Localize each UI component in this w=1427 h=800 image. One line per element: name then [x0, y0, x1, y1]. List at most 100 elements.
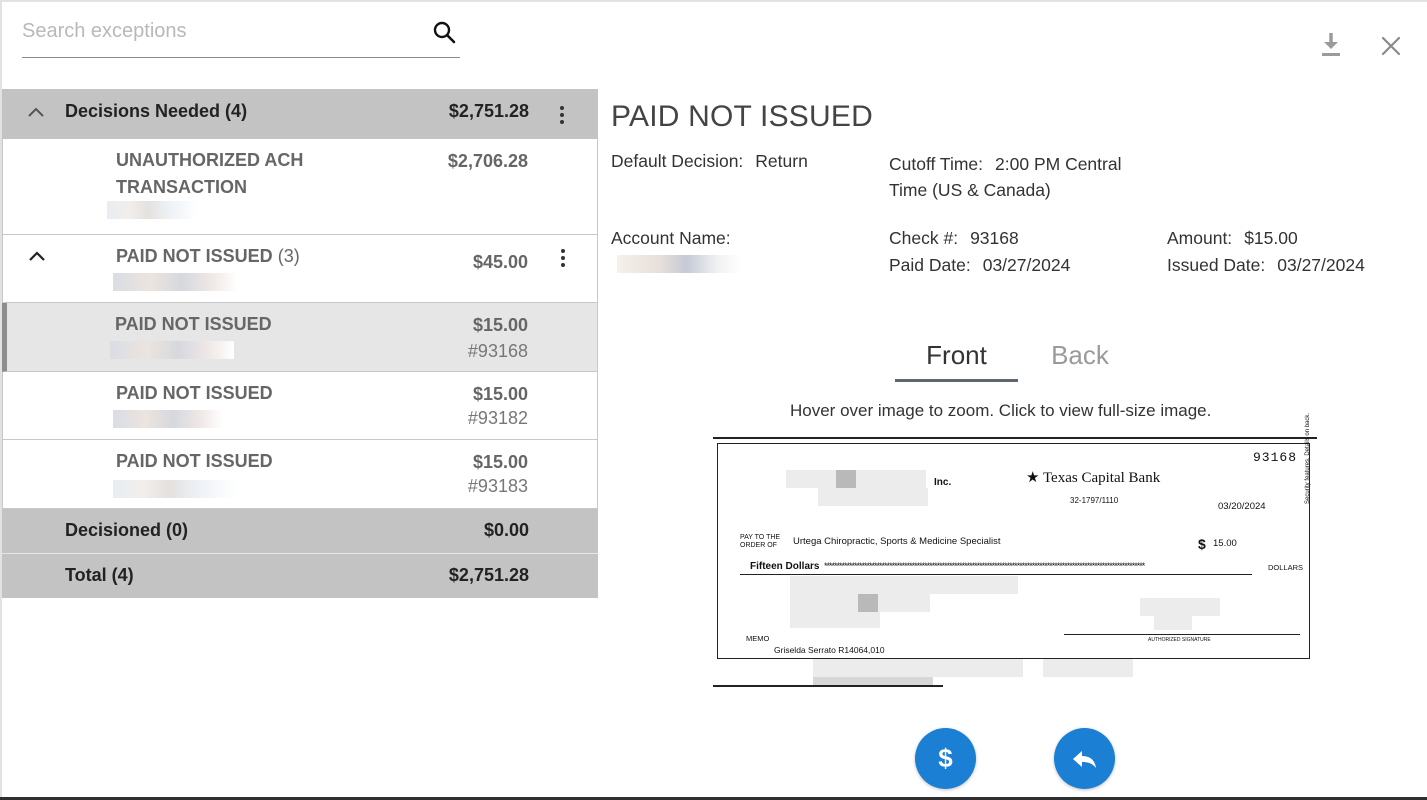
amount-line	[740, 574, 1252, 575]
window-bottom-edge	[0, 797, 1427, 800]
check-number: #93168	[467, 341, 528, 361]
dollar-icon: $	[938, 743, 953, 773]
security-note: Security features. Details on back.	[1305, 412, 1311, 504]
redacted-micr	[813, 659, 1023, 677]
exception-label: PAID NOT ISSUED	[115, 314, 272, 334]
redacted-micr	[1043, 659, 1133, 677]
signature-line	[1064, 634, 1300, 635]
redacted-account	[113, 410, 223, 428]
scan-edge	[713, 685, 943, 687]
total-label: Total (4)	[65, 565, 134, 585]
return-button[interactable]	[1054, 728, 1115, 789]
check-number: #93182	[467, 408, 528, 428]
redacted-account-name	[617, 255, 743, 273]
pay-to-label: PAY TO THE ORDER OF	[740, 534, 781, 549]
search-icon[interactable]	[432, 20, 456, 44]
issued-date-field: Issued Date: 03/27/2024	[1167, 255, 1365, 276]
exception-item[interactable]: PAID NOT ISSUED $15.00 #93183	[2, 440, 598, 509]
exception-item[interactable]: PAID NOT ISSUED $15.00 #93168	[2, 303, 598, 372]
check-image-number: 93168	[1252, 450, 1297, 465]
dollars-label: DOLLARS	[1268, 563, 1304, 572]
dollar-sign: $	[1198, 536, 1206, 552]
paid-date-label: Paid Date:	[889, 255, 971, 275]
group-count: (3)	[277, 246, 300, 266]
group-label: PAID NOT ISSUED (3)	[116, 243, 300, 270]
payee-name: Urtega Chiropractic, Sports & Medicine S…	[793, 536, 1001, 547]
redacted-account	[107, 201, 197, 219]
download-icon[interactable]	[1318, 30, 1344, 58]
exception-amount: $2,706.28	[447, 151, 528, 171]
exception-amount: $15.00	[472, 384, 528, 404]
amount-label: Amount:	[1167, 228, 1233, 248]
detail-title: PAID NOT ISSUED	[611, 100, 873, 133]
redacted-block	[858, 594, 878, 612]
redacted-company	[786, 470, 926, 488]
account-name: Account Name:	[611, 228, 731, 249]
check-number: #93183	[467, 476, 528, 496]
group-paid-not-issued[interactable]: PAID NOT ISSUED (3) $45.00	[2, 235, 598, 303]
exception-list: Decisions Needed (4) $2,751.28 UNAUTHORI…	[2, 89, 598, 598]
redacted-signature	[1154, 616, 1192, 630]
default-decision-value: Return	[755, 151, 808, 171]
tab-back[interactable]: Back	[1051, 340, 1109, 370]
redacted-payee-address	[790, 612, 880, 628]
more-vertical-icon[interactable]	[558, 247, 568, 269]
routing-fraction: 32-1797/1110	[1070, 496, 1119, 505]
chevron-up-icon[interactable]	[26, 103, 46, 123]
amount-field: Amount: $15.00	[1167, 228, 1298, 249]
redacted-account	[110, 341, 234, 359]
group-label-text: PAID NOT ISSUED	[116, 246, 273, 266]
cutoff-value-cont: Time (US & Canada)	[889, 180, 1051, 200]
total-amount: $2,751.28	[448, 565, 529, 585]
bank-name: ★ Texas Capital Bank	[1026, 470, 1161, 486]
group-total: Total (4) $2,751.28	[2, 554, 598, 598]
group-decisions-needed[interactable]: Decisions Needed (4) $2,751.28	[2, 89, 598, 139]
redacted-signature	[1140, 598, 1220, 616]
bank-name-text: Texas Capital Bank	[1042, 470, 1161, 486]
redacted-address	[818, 488, 928, 506]
group-label: Decisions Needed (4)	[65, 101, 248, 121]
pay-button[interactable]: $	[915, 728, 976, 789]
memo-text: Griselda Serrato R14064,010	[774, 645, 885, 655]
exception-item-unauthorized-ach[interactable]: UNAUTHORIZED ACH TRANSACTION $2,706.28	[2, 139, 598, 235]
check-number-field: Check #: 93168	[889, 228, 1019, 249]
exception-item[interactable]: PAID NOT ISSUED $15.00 #93182	[2, 372, 598, 440]
exception-label: PAID NOT ISSUED	[116, 451, 273, 471]
group-amount: $2,751.28	[448, 101, 529, 121]
issued-date-value: 03/27/2024	[1277, 255, 1365, 275]
search-bar	[22, 14, 460, 58]
paid-date-value: 03/27/2024	[982, 255, 1071, 275]
tab-front[interactable]: Front	[895, 340, 1018, 382]
group-amount: $0.00	[483, 520, 529, 540]
cutoff-time: Cutoff Time: 2:00 PM Central Time (US & C…	[889, 151, 1121, 203]
close-icon[interactable]	[1380, 35, 1402, 57]
cutoff-label: Cutoff Time:	[889, 154, 984, 174]
group-decisioned[interactable]: Decisioned (0) $0.00	[2, 509, 598, 553]
redacted-micr	[813, 677, 933, 687]
group-label: Decisioned (0)	[65, 520, 189, 540]
group-amount: $45.00	[472, 252, 528, 272]
divider	[2, 553, 598, 554]
exception-amount: $15.00	[472, 315, 528, 335]
chevron-up-icon[interactable]	[27, 247, 47, 267]
default-decision: Default Decision: Return	[611, 151, 808, 172]
amount-value: $15.00	[1244, 228, 1298, 248]
check-num-label: Check #:	[889, 228, 959, 248]
exception-label: PAID NOT ISSUED	[116, 383, 273, 403]
signature-label: AUTHORIZED SIGNATURE	[1148, 637, 1211, 643]
check-num-value: 93168	[970, 228, 1019, 248]
account-name-label: Account Name:	[611, 228, 731, 248]
exception-label: UNAUTHORIZED ACH TRANSACTION	[116, 150, 304, 197]
check-image[interactable]: 93168 Inc. ★ Texas Capital Bank 32-1797/…	[713, 413, 1317, 687]
redacted-payee-address	[790, 576, 1018, 594]
amount-fill: ****************************************…	[824, 561, 1145, 571]
check-front: 93168 Inc. ★ Texas Capital Bank 32-1797/…	[717, 413, 1311, 659]
search-input[interactable]	[22, 14, 412, 48]
exception-amount: $15.00	[472, 452, 528, 472]
check-date: 03/20/2024	[1218, 501, 1266, 512]
redacted-block	[836, 470, 856, 488]
memo-label: MEMO	[746, 634, 770, 643]
more-vertical-icon[interactable]	[557, 104, 567, 126]
cutoff-value: 2:00 PM Central	[995, 154, 1122, 174]
